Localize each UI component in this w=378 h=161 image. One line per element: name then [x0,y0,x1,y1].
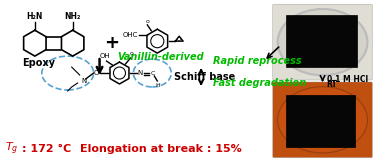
Text: H₂N: H₂N [27,12,43,21]
Text: o: o [146,19,149,24]
Text: Rapid reprocess: Rapid reprocess [213,56,302,66]
Ellipse shape [278,87,367,153]
Text: $T_g$: $T_g$ [5,141,19,157]
FancyBboxPatch shape [273,4,372,80]
Text: Fast degradation: Fast degradation [213,78,306,88]
Text: Schiff base: Schiff base [174,72,235,82]
Text: OH: OH [99,53,110,59]
Text: C: C [150,71,155,76]
Text: Elongation at break : 15%: Elongation at break : 15% [80,144,242,154]
Text: N: N [138,70,143,76]
Text: N: N [81,78,86,84]
Ellipse shape [278,9,367,75]
FancyBboxPatch shape [286,15,358,67]
Text: NH₂: NH₂ [65,12,81,21]
Text: O: O [177,37,181,42]
Text: 0.1 M HCl: 0.1 M HCl [327,75,368,84]
FancyBboxPatch shape [273,82,372,158]
Text: H: H [155,83,160,88]
Text: Vanillin-derived: Vanillin-derived [117,52,204,62]
Text: O: O [94,70,99,76]
Text: o: o [130,51,133,56]
Text: +: + [104,34,119,52]
Text: : 172 °C: : 172 °C [22,144,71,154]
Text: OHC: OHC [122,32,138,38]
Text: Epoxy: Epoxy [22,58,55,68]
Text: RT: RT [327,80,338,90]
FancyBboxPatch shape [286,95,355,147]
